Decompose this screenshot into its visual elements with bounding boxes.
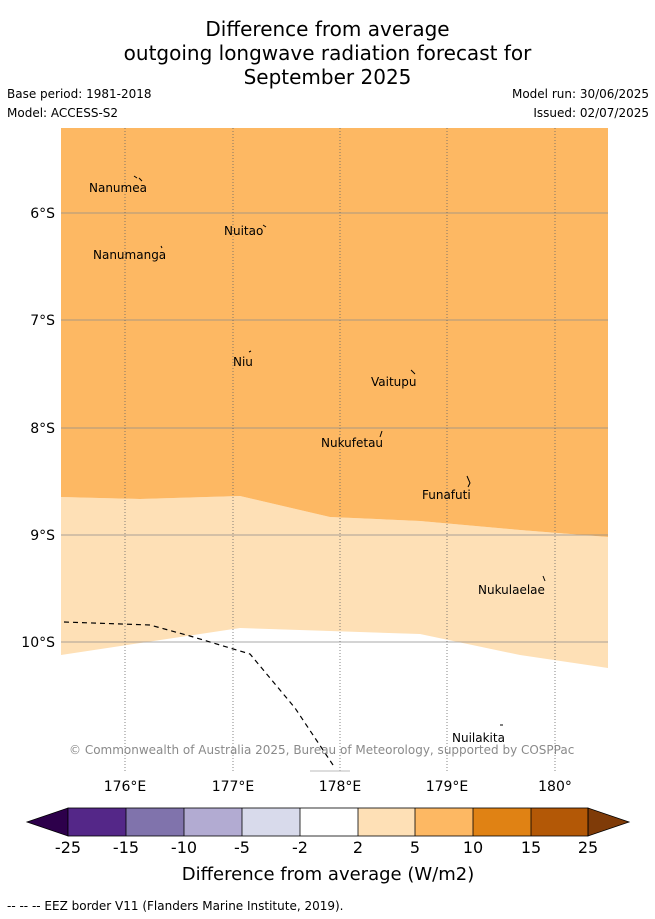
title-line-2: outgoing longwave radiation forecast for xyxy=(123,41,532,65)
island-shape-funafuti xyxy=(466,475,471,488)
colorbar-bin-8 xyxy=(473,808,531,836)
copyright-notice: © Commonwealth of Australia 2025, Bureau… xyxy=(69,743,574,757)
colorbar-title: Difference from average (W/m2) xyxy=(182,864,474,885)
lat-tick-labels: 6°S 7°S 8°S 9°S 10°S xyxy=(21,206,55,651)
lat-tick-8s: 8°S xyxy=(30,421,55,437)
colorbar-ticks: -25 -15 -10 -5 -2 2 5 10 15 25 xyxy=(55,838,598,857)
issued-date: Issued: 02/07/2025 xyxy=(533,106,649,120)
colorbar-tick: 10 xyxy=(463,838,483,857)
colorbar-tick: -15 xyxy=(113,838,139,857)
lon-gridlines xyxy=(124,128,556,771)
colorbar-bin-5 xyxy=(300,808,358,836)
colorbar-bin-3 xyxy=(184,808,242,836)
colorbar-tick: 15 xyxy=(521,838,541,857)
lon-tick-labels: 176°E 177°E 178°E 179°E 180° xyxy=(104,779,572,795)
lat-gridlines xyxy=(61,212,608,643)
lon-tick-176e: 176°E xyxy=(104,779,147,795)
island-label-nukulaelae: Nukulaelae xyxy=(478,583,545,597)
base-period: Base period: 1981-2018 xyxy=(7,87,152,101)
colorbar: -25 -15 -10 -5 -2 2 5 10 15 25 Differenc… xyxy=(25,807,631,885)
island-label-niu: Niu xyxy=(233,355,253,369)
island-label-nuilakita: Nuilakita xyxy=(452,731,505,745)
lat-tick-7s: 7°S xyxy=(30,313,55,329)
anomaly-region-5-to-10 xyxy=(61,128,608,537)
colorbar-bin-9 xyxy=(531,808,588,836)
lon-tick-177e: 177°E xyxy=(212,779,255,795)
lon-tick-178e: 178°E xyxy=(319,779,362,795)
colorbar-bin-6 xyxy=(358,808,415,836)
colorbar-bin-4 xyxy=(242,808,300,836)
colorbar-extend-high xyxy=(587,807,631,837)
model-name: Model: ACCESS-S2 xyxy=(7,106,119,120)
colorbar-tick: -10 xyxy=(171,838,197,857)
island-labels: Nanumea Nuitao Nanumanga Niu Vaitupu Nuk… xyxy=(89,181,545,745)
lat-tick-6s: 6°S xyxy=(30,206,55,222)
lat-tick-9s: 9°S xyxy=(30,528,55,544)
island-shape-nuitao xyxy=(262,224,267,228)
island-label-funafuti: Funafuti xyxy=(422,488,471,502)
colorbar-tick: 25 xyxy=(578,838,598,857)
island-shape-nukulaelae xyxy=(542,575,546,582)
title-line-3: September 2025 xyxy=(243,65,412,89)
colorbar-bin-7 xyxy=(415,808,473,836)
eez-border-line xyxy=(63,621,336,769)
colorbar-bin-2 xyxy=(126,808,184,836)
lon-tick-180: 180° xyxy=(538,779,572,795)
colorbar-tick: -2 xyxy=(292,838,308,857)
colorbar-extend-low xyxy=(25,807,69,837)
island-label-vaitupu: Vaitupu xyxy=(371,375,417,389)
colorbar-tick: 2 xyxy=(353,838,363,857)
lon-tick-179e: 179°E xyxy=(426,779,469,795)
island-shape-nanumanga xyxy=(160,245,163,249)
colorbar-tick: 5 xyxy=(410,838,420,857)
island-label-nuitao: Nuitao xyxy=(224,224,263,238)
island-shape-niu xyxy=(248,350,252,353)
colorbar-dividers xyxy=(67,807,589,837)
island-label-nanumea: Nanumea xyxy=(89,181,147,195)
eez-legend-note: -- -- -- EEZ border V11 (Flanders Marine… xyxy=(7,899,344,913)
island-label-nukufetau: Nukufetau xyxy=(321,436,383,450)
island-shape-vaitupu xyxy=(410,369,416,375)
colorbar-tick: -5 xyxy=(234,838,250,857)
island-outlines xyxy=(133,175,546,726)
island-shape-nanumea xyxy=(133,175,143,182)
colorbar-bin-1 xyxy=(68,808,126,836)
colorbar-tick: -25 xyxy=(55,838,81,857)
title-line-1: Difference from average xyxy=(205,17,450,41)
model-run: Model run: 30/06/2025 xyxy=(511,87,649,101)
island-label-nanumanga: Nanumanga xyxy=(93,248,166,262)
lat-tick-10s: 10°S xyxy=(21,635,55,651)
map-panel: Nanumea Nuitao Nanumanga Niu Vaitupu Nuk… xyxy=(61,128,608,772)
anomaly-region-2-to-5 xyxy=(61,496,608,668)
island-shape-nukufetau xyxy=(379,430,383,438)
